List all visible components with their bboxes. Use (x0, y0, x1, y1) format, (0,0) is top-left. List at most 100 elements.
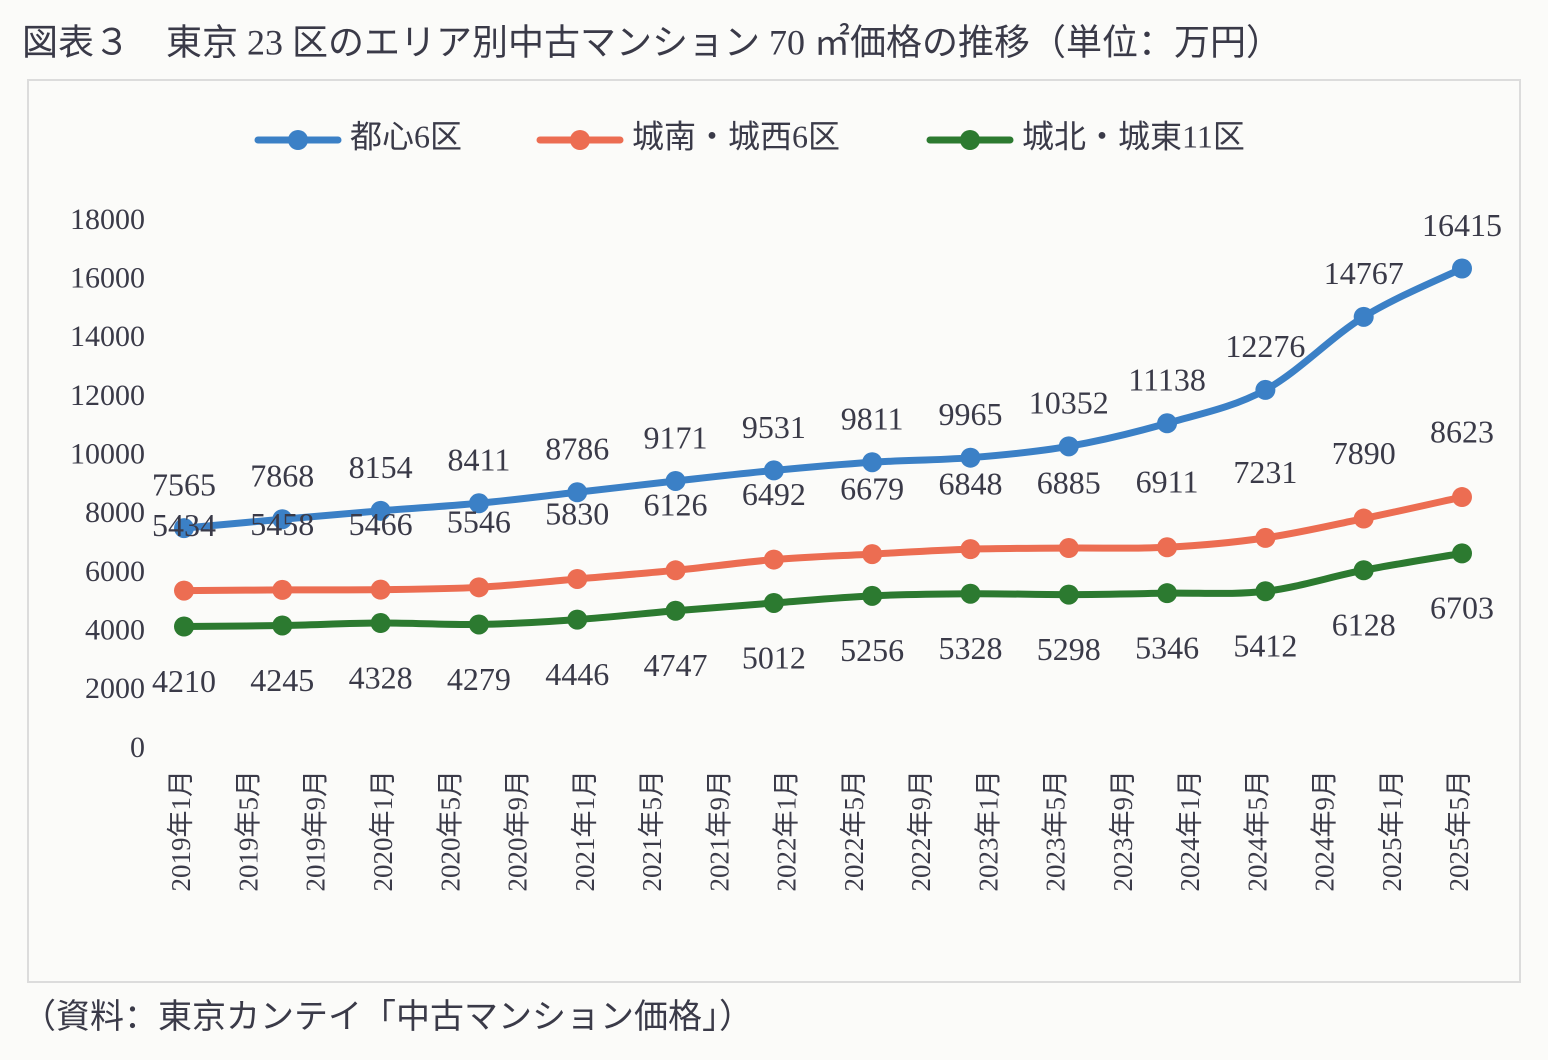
data-point (763, 460, 784, 481)
data-point (960, 447, 981, 468)
legend-marker (960, 130, 980, 150)
data-point (1353, 560, 1374, 581)
data-label: 14767 (1324, 255, 1404, 291)
source-note: （資料：東京カンテイ「中古マンション価格」） (22, 998, 753, 1036)
data-label: 6679 (840, 470, 904, 506)
x-tick-label: 2023年5月 (1041, 770, 1071, 892)
data-label: 7565 (152, 466, 216, 502)
data-label: 6703 (1430, 590, 1494, 626)
y-tick-label: 16000 (70, 262, 145, 295)
x-tick-label: 2024年9月 (1310, 770, 1340, 892)
data-point (960, 539, 981, 560)
x-tick-label: 2019年1月 (166, 770, 196, 892)
data-label: 9811 (841, 401, 904, 437)
y-tick-label: 18000 (70, 203, 145, 236)
y-tick-label: 14000 (70, 320, 145, 353)
data-point (174, 580, 194, 601)
data-point (370, 500, 391, 521)
data-point (174, 518, 194, 539)
data-point (862, 585, 883, 606)
data-label: 6492 (742, 476, 806, 512)
data-point (1255, 527, 1276, 548)
y-tick-label: 12000 (70, 379, 145, 412)
data-point (1353, 508, 1374, 529)
data-point (567, 609, 588, 630)
data-label: 5434 (152, 507, 216, 543)
legend-marker (570, 130, 590, 150)
legend-label: 城南・城西6区 (632, 118, 840, 154)
data-point (1452, 487, 1472, 508)
legend-marker (288, 130, 308, 150)
data-label: 6848 (938, 465, 1002, 501)
x-tick-label: 2020年9月 (503, 770, 533, 892)
y-tick-label: 4000 (85, 614, 145, 647)
data-label: 6885 (1037, 464, 1101, 500)
data-point (174, 616, 194, 637)
data-label: 5412 (1233, 628, 1297, 664)
data-point (763, 592, 784, 613)
x-tick-label: 2021年9月 (704, 770, 734, 892)
y-tick-label: 0 (130, 731, 145, 764)
data-point (665, 470, 686, 491)
data-point (1058, 538, 1079, 559)
data-label: 5466 (349, 506, 413, 542)
data-point (1255, 379, 1276, 400)
data-label: 11138 (1128, 362, 1206, 398)
chart-title: 図表３ 東京 23 区のエリア別中古マンション 70 ㎡価格の推移（単位：万円） (22, 21, 1282, 62)
data-point (272, 615, 293, 636)
data-point (1157, 583, 1178, 604)
x-tick-label: 2025年5月 (1444, 770, 1474, 892)
data-point (1452, 258, 1472, 279)
data-point (567, 568, 588, 589)
data-point (665, 560, 686, 581)
data-label: 6911 (1136, 464, 1199, 500)
data-label: 9171 (644, 419, 708, 455)
legend-label: 城北・城東11区 (1022, 118, 1245, 154)
data-label: 6126 (644, 487, 708, 523)
x-tick-label: 2019年5月 (233, 770, 263, 892)
data-label: 5298 (1037, 631, 1101, 667)
data-label: 5346 (1135, 630, 1199, 666)
data-point (665, 600, 686, 621)
data-label: 4446 (545, 656, 609, 692)
data-label: 7890 (1332, 435, 1396, 471)
data-label: 5012 (742, 639, 806, 675)
data-label: 5830 (545, 495, 609, 531)
data-label: 5256 (840, 632, 904, 668)
data-point (468, 493, 489, 514)
data-label: 5546 (447, 504, 511, 540)
x-tick-label: 2024年1月 (1175, 770, 1205, 892)
data-label: 9965 (938, 396, 1002, 432)
data-label: 5328 (938, 630, 1002, 666)
data-point (468, 614, 489, 635)
data-point (1157, 537, 1178, 558)
data-label: 4279 (447, 661, 511, 697)
data-label: 4210 (152, 663, 216, 699)
data-point (1353, 306, 1374, 327)
x-tick-label: 2021年1月 (570, 770, 600, 892)
data-point (862, 544, 883, 565)
data-label: 4245 (250, 662, 314, 698)
x-tick-label: 2022年9月 (906, 770, 936, 892)
data-label: 9531 (742, 409, 806, 445)
legend-label: 都心6区 (350, 118, 462, 154)
x-tick-label: 2021年5月 (637, 770, 667, 892)
data-point (272, 509, 293, 530)
data-point (1452, 543, 1472, 564)
data-label: 8411 (448, 442, 511, 478)
data-label: 8786 (545, 431, 609, 467)
x-tick-label: 2022年1月 (772, 770, 802, 892)
data-point (370, 579, 391, 600)
y-tick-label: 6000 (85, 555, 145, 588)
y-tick-label: 10000 (70, 438, 145, 471)
data-label: 5458 (250, 506, 314, 542)
x-tick-label: 2025年1月 (1377, 770, 1407, 892)
data-label: 8623 (1430, 413, 1494, 449)
x-tick-label: 2020年5月 (435, 770, 465, 892)
x-tick-label: 2019年9月 (301, 770, 331, 892)
data-label: 12276 (1225, 328, 1305, 364)
data-label: 7868 (250, 458, 314, 494)
data-label: 8154 (349, 449, 413, 485)
